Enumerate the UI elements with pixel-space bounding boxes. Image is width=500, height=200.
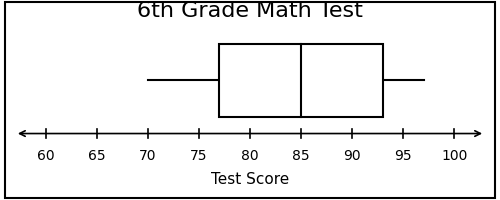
Text: 70: 70 — [139, 149, 156, 163]
Text: 60: 60 — [37, 149, 54, 163]
FancyBboxPatch shape — [220, 44, 383, 117]
Text: 90: 90 — [344, 149, 361, 163]
Text: 80: 80 — [241, 149, 259, 163]
Title: 6th Grade Math Test: 6th Grade Math Test — [137, 1, 363, 21]
Text: 65: 65 — [88, 149, 106, 163]
Text: 100: 100 — [441, 149, 468, 163]
Text: 85: 85 — [292, 149, 310, 163]
Text: Test Score: Test Score — [211, 172, 289, 187]
Text: 95: 95 — [394, 149, 412, 163]
Text: 75: 75 — [190, 149, 208, 163]
